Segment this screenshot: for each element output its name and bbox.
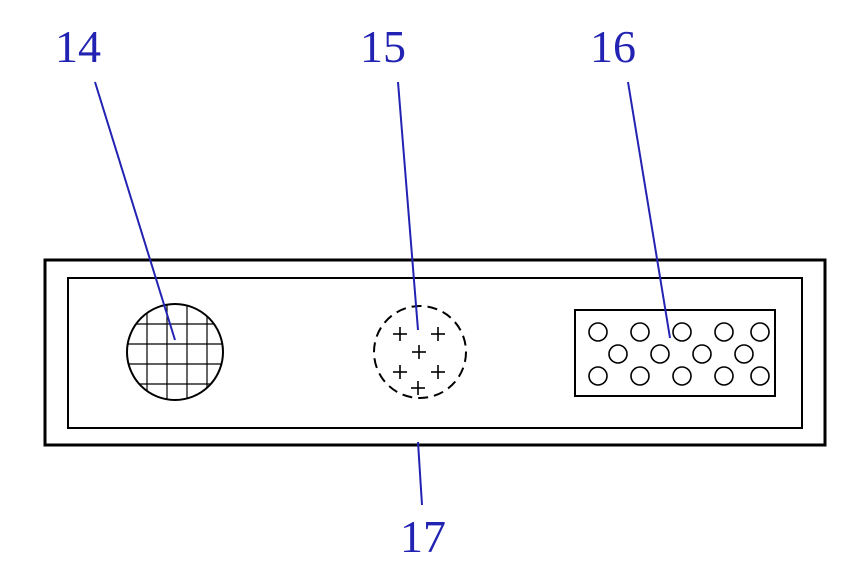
- label-l16: 16: [590, 21, 636, 72]
- label-l15: 15: [360, 21, 406, 72]
- label-l14: 14: [55, 21, 101, 72]
- canvas-bg: [0, 0, 859, 571]
- label-l17: 17: [400, 511, 446, 562]
